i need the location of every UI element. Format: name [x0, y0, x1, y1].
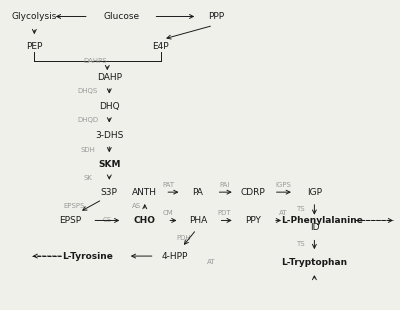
Text: PPP: PPP [208, 12, 224, 21]
Text: Glucose: Glucose [103, 12, 139, 21]
Text: TS: TS [296, 206, 305, 212]
Text: Glycolysis: Glycolysis [12, 12, 57, 21]
Text: IGP: IGP [307, 188, 322, 197]
Text: SKM: SKM [98, 160, 120, 169]
Text: IGPS: IGPS [275, 183, 291, 188]
Text: AT: AT [278, 210, 287, 216]
Text: PAT: PAT [162, 183, 174, 188]
Text: PAI: PAI [219, 183, 230, 188]
Text: CDRP: CDRP [241, 188, 266, 197]
Text: CM: CM [163, 210, 174, 216]
Text: S3P: S3P [101, 188, 118, 197]
Text: CS: CS [103, 217, 112, 224]
Text: DHQS: DHQS [78, 88, 98, 94]
Text: PPY: PPY [245, 216, 261, 225]
Text: DHQ: DHQ [99, 102, 120, 111]
Text: L-Phenylalanine: L-Phenylalanine [281, 216, 363, 225]
Text: PA: PA [192, 188, 204, 197]
Text: 3-DHS: 3-DHS [95, 131, 124, 140]
Text: 4-HPP: 4-HPP [161, 252, 188, 261]
Text: SK: SK [83, 175, 92, 181]
Text: AT: AT [207, 259, 215, 265]
Text: CHO: CHO [134, 216, 156, 225]
Text: L-Tyrosine: L-Tyrosine [62, 252, 113, 261]
Text: DAHP: DAHP [97, 73, 122, 82]
Text: AS: AS [132, 203, 142, 209]
Text: PDH: PDH [176, 235, 191, 241]
Text: PEP: PEP [26, 42, 42, 51]
Text: PHA: PHA [189, 216, 207, 225]
Text: ANTH: ANTH [132, 188, 157, 197]
Text: DAHPS: DAHPS [84, 58, 107, 64]
Text: TS: TS [296, 241, 305, 247]
Text: SDH: SDH [80, 147, 95, 153]
Text: L-Tryptophan: L-Tryptophan [281, 258, 348, 267]
Text: ID: ID [310, 223, 319, 232]
Text: DHQD: DHQD [77, 117, 98, 123]
Text: EPSPS: EPSPS [63, 203, 84, 209]
Text: EPSP: EPSP [59, 216, 81, 225]
Text: PDT: PDT [218, 210, 231, 216]
Text: E4P: E4P [152, 42, 169, 51]
